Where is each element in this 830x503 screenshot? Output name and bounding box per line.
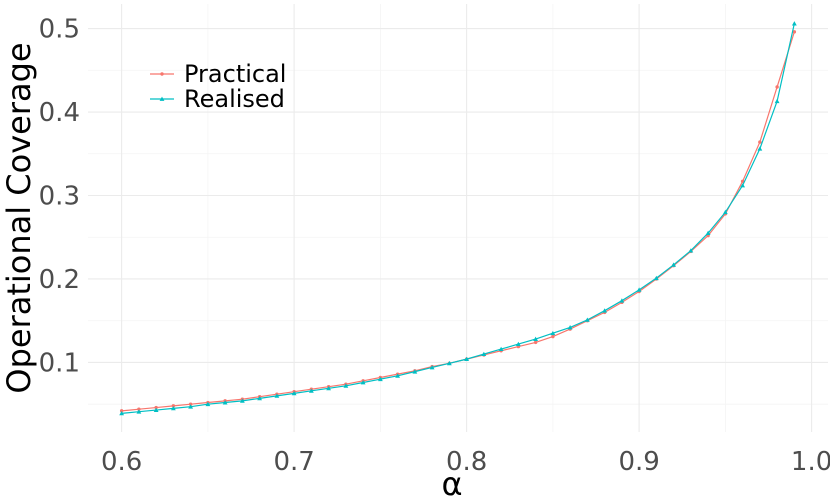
data-point [567,325,573,330]
x-axis-title: α [441,465,462,503]
legend-label: Realised [184,85,285,113]
x-axis-ticks: 0.6 0.7 0.8 0.9 1.0 [101,447,830,477]
data-point [602,308,608,313]
data-point [119,410,125,416]
data-point [412,369,418,374]
data-point [775,85,779,89]
data-point [584,317,590,322]
x-tick-label: 0.9 [618,447,659,477]
data-point [360,380,366,385]
x-tick-label: 0.6 [101,447,142,477]
x-tick-label: 0.7 [273,447,314,477]
data-point [136,409,142,414]
data-point [757,146,763,151]
y-axis-ticks: 0.1 0.2 0.3 0.4 0.5 [39,15,80,379]
data-point [188,402,193,406]
data-point [395,373,401,378]
data-point [740,183,746,188]
data-point [515,341,521,347]
data-point [291,390,297,396]
data-point [688,248,694,253]
data-point [153,407,159,412]
data-point [671,262,677,267]
data-point [619,298,625,303]
legend-item-practical: Practical [150,60,286,88]
data-point [533,340,538,345]
data-point [257,395,263,401]
data-point [137,407,141,411]
x-tick-label: 0.8 [446,447,487,477]
data-point [222,400,228,405]
data-point [154,405,158,410]
y-tick-label: 0.3 [39,182,80,212]
data-point [205,401,211,407]
data-point [239,398,245,403]
data-point [722,209,728,215]
legend-key-point [160,72,164,76]
data-point [343,383,349,388]
data-point [481,351,487,357]
legend-key-point [159,96,165,101]
series-realised [119,21,797,416]
data-point [429,365,435,370]
data-point [377,376,383,382]
y-tick-label: 0.1 [39,348,80,378]
data-point [758,140,762,144]
y-tick-label: 0.4 [39,98,80,128]
data-point [740,179,745,184]
y-axis-title: Operational Coverage [0,42,38,393]
data-point [791,21,797,26]
legend-label: Practical [184,60,286,88]
data-point [551,334,555,339]
grid [88,4,828,432]
data-point [464,356,470,362]
data-point [774,98,780,104]
data-point [326,385,332,391]
series-line [121,23,795,414]
legend-item-realised: Realised [150,85,285,113]
data-point [705,230,711,235]
data-point [274,393,280,398]
data-point [653,275,659,281]
data-point [170,405,176,411]
data-point [533,336,539,342]
data-point [498,346,504,352]
y-tick-label: 0.5 [39,15,80,45]
y-tick-label: 0.2 [39,265,80,295]
data-point [119,409,124,413]
data-point [792,30,797,34]
data-point [308,388,314,393]
x-tick-label: 1.0 [791,447,830,477]
data-point [446,360,452,366]
data-point [550,330,556,336]
data-point [188,404,194,409]
data-point [171,404,176,408]
data-point [636,287,642,292]
series-layer [119,21,797,416]
